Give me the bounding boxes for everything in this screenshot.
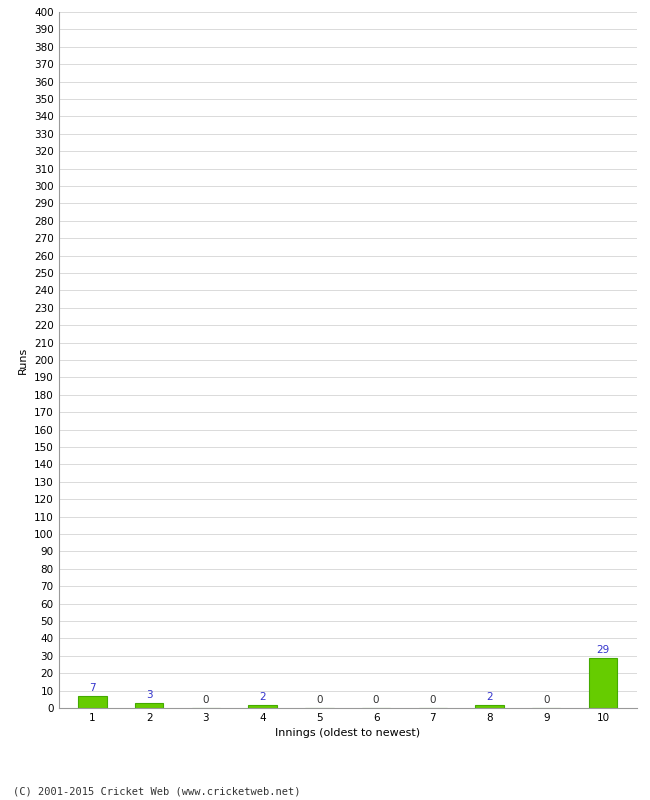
- Bar: [248, 705, 277, 708]
- Text: 2: 2: [259, 692, 266, 702]
- Text: 0: 0: [543, 695, 549, 706]
- Bar: [475, 705, 504, 708]
- Text: (C) 2001-2015 Cricket Web (www.cricketweb.net): (C) 2001-2015 Cricket Web (www.cricketwe…: [13, 786, 300, 796]
- Text: 3: 3: [146, 690, 153, 700]
- Bar: [135, 702, 163, 708]
- Y-axis label: Runs: Runs: [18, 346, 29, 374]
- Text: 0: 0: [203, 695, 209, 706]
- Text: 7: 7: [89, 683, 96, 694]
- X-axis label: Innings (oldest to newest): Innings (oldest to newest): [275, 729, 421, 738]
- Text: 0: 0: [373, 695, 380, 706]
- Text: 0: 0: [430, 695, 436, 706]
- Bar: [79, 696, 107, 708]
- Text: 0: 0: [316, 695, 322, 706]
- Bar: [589, 658, 617, 708]
- Text: 29: 29: [596, 645, 610, 655]
- Text: 2: 2: [486, 692, 493, 702]
